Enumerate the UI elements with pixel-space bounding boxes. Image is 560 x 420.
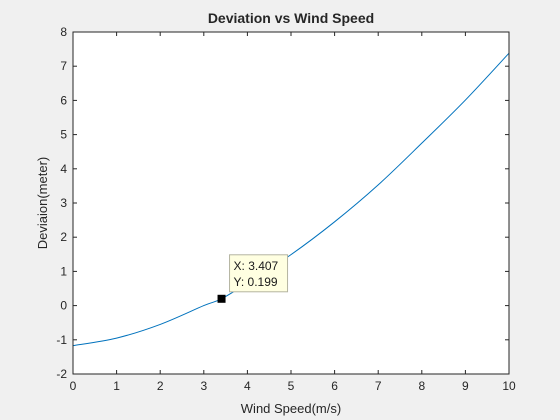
x-tick-label: 0 — [70, 379, 77, 393]
ticks-layer: 0 1 2 3 4 5 6 7 8 9 10 -2 -1 0 1 2 3 4 5 6 7 8 — [56, 25, 516, 393]
x-tick-label: 7 — [375, 379, 382, 393]
y-tick-label: 2 — [60, 230, 67, 244]
y-tick-label: 3 — [60, 196, 67, 210]
x-tick-label: 10 — [502, 379, 516, 393]
y-tick-label: -2 — [56, 367, 67, 381]
x-tick-label: 5 — [288, 379, 295, 393]
y-tick-label: 6 — [60, 93, 67, 107]
x-axis-label: Wind Speed(m/s) — [241, 401, 341, 416]
chart-title: Deviation vs Wind Speed — [208, 10, 374, 26]
x-tick-label: 9 — [462, 379, 469, 393]
datatip-layer: X: 3.407 Y: 0.199 — [217, 254, 289, 303]
x-tick-label: 8 — [418, 379, 425, 393]
datatip-y-text: Y: 0.199 — [234, 275, 278, 289]
datatip-marker[interactable] — [217, 294, 226, 303]
x-tick-label: 6 — [331, 379, 338, 393]
y-tick-label: 1 — [60, 264, 67, 278]
x-tick-label: 4 — [244, 379, 251, 393]
datatip-box — [229, 254, 289, 293]
x-tick-label: 3 — [200, 379, 207, 393]
y-tick-label: 8 — [60, 25, 67, 39]
plot-area — [73, 32, 509, 374]
y-tick-label: 7 — [60, 59, 67, 73]
y-tick-label: 4 — [60, 162, 67, 176]
datatip-x-text: X: 3.407 — [234, 259, 279, 273]
x-tick-label: 1 — [113, 379, 120, 393]
y-axis-label: Deviaion(meter) — [35, 157, 50, 249]
y-tick-label: 0 — [60, 299, 67, 313]
y-tick-label: 5 — [60, 128, 67, 142]
x-tick-label: 2 — [157, 379, 164, 393]
y-tick-label: -1 — [56, 333, 67, 347]
